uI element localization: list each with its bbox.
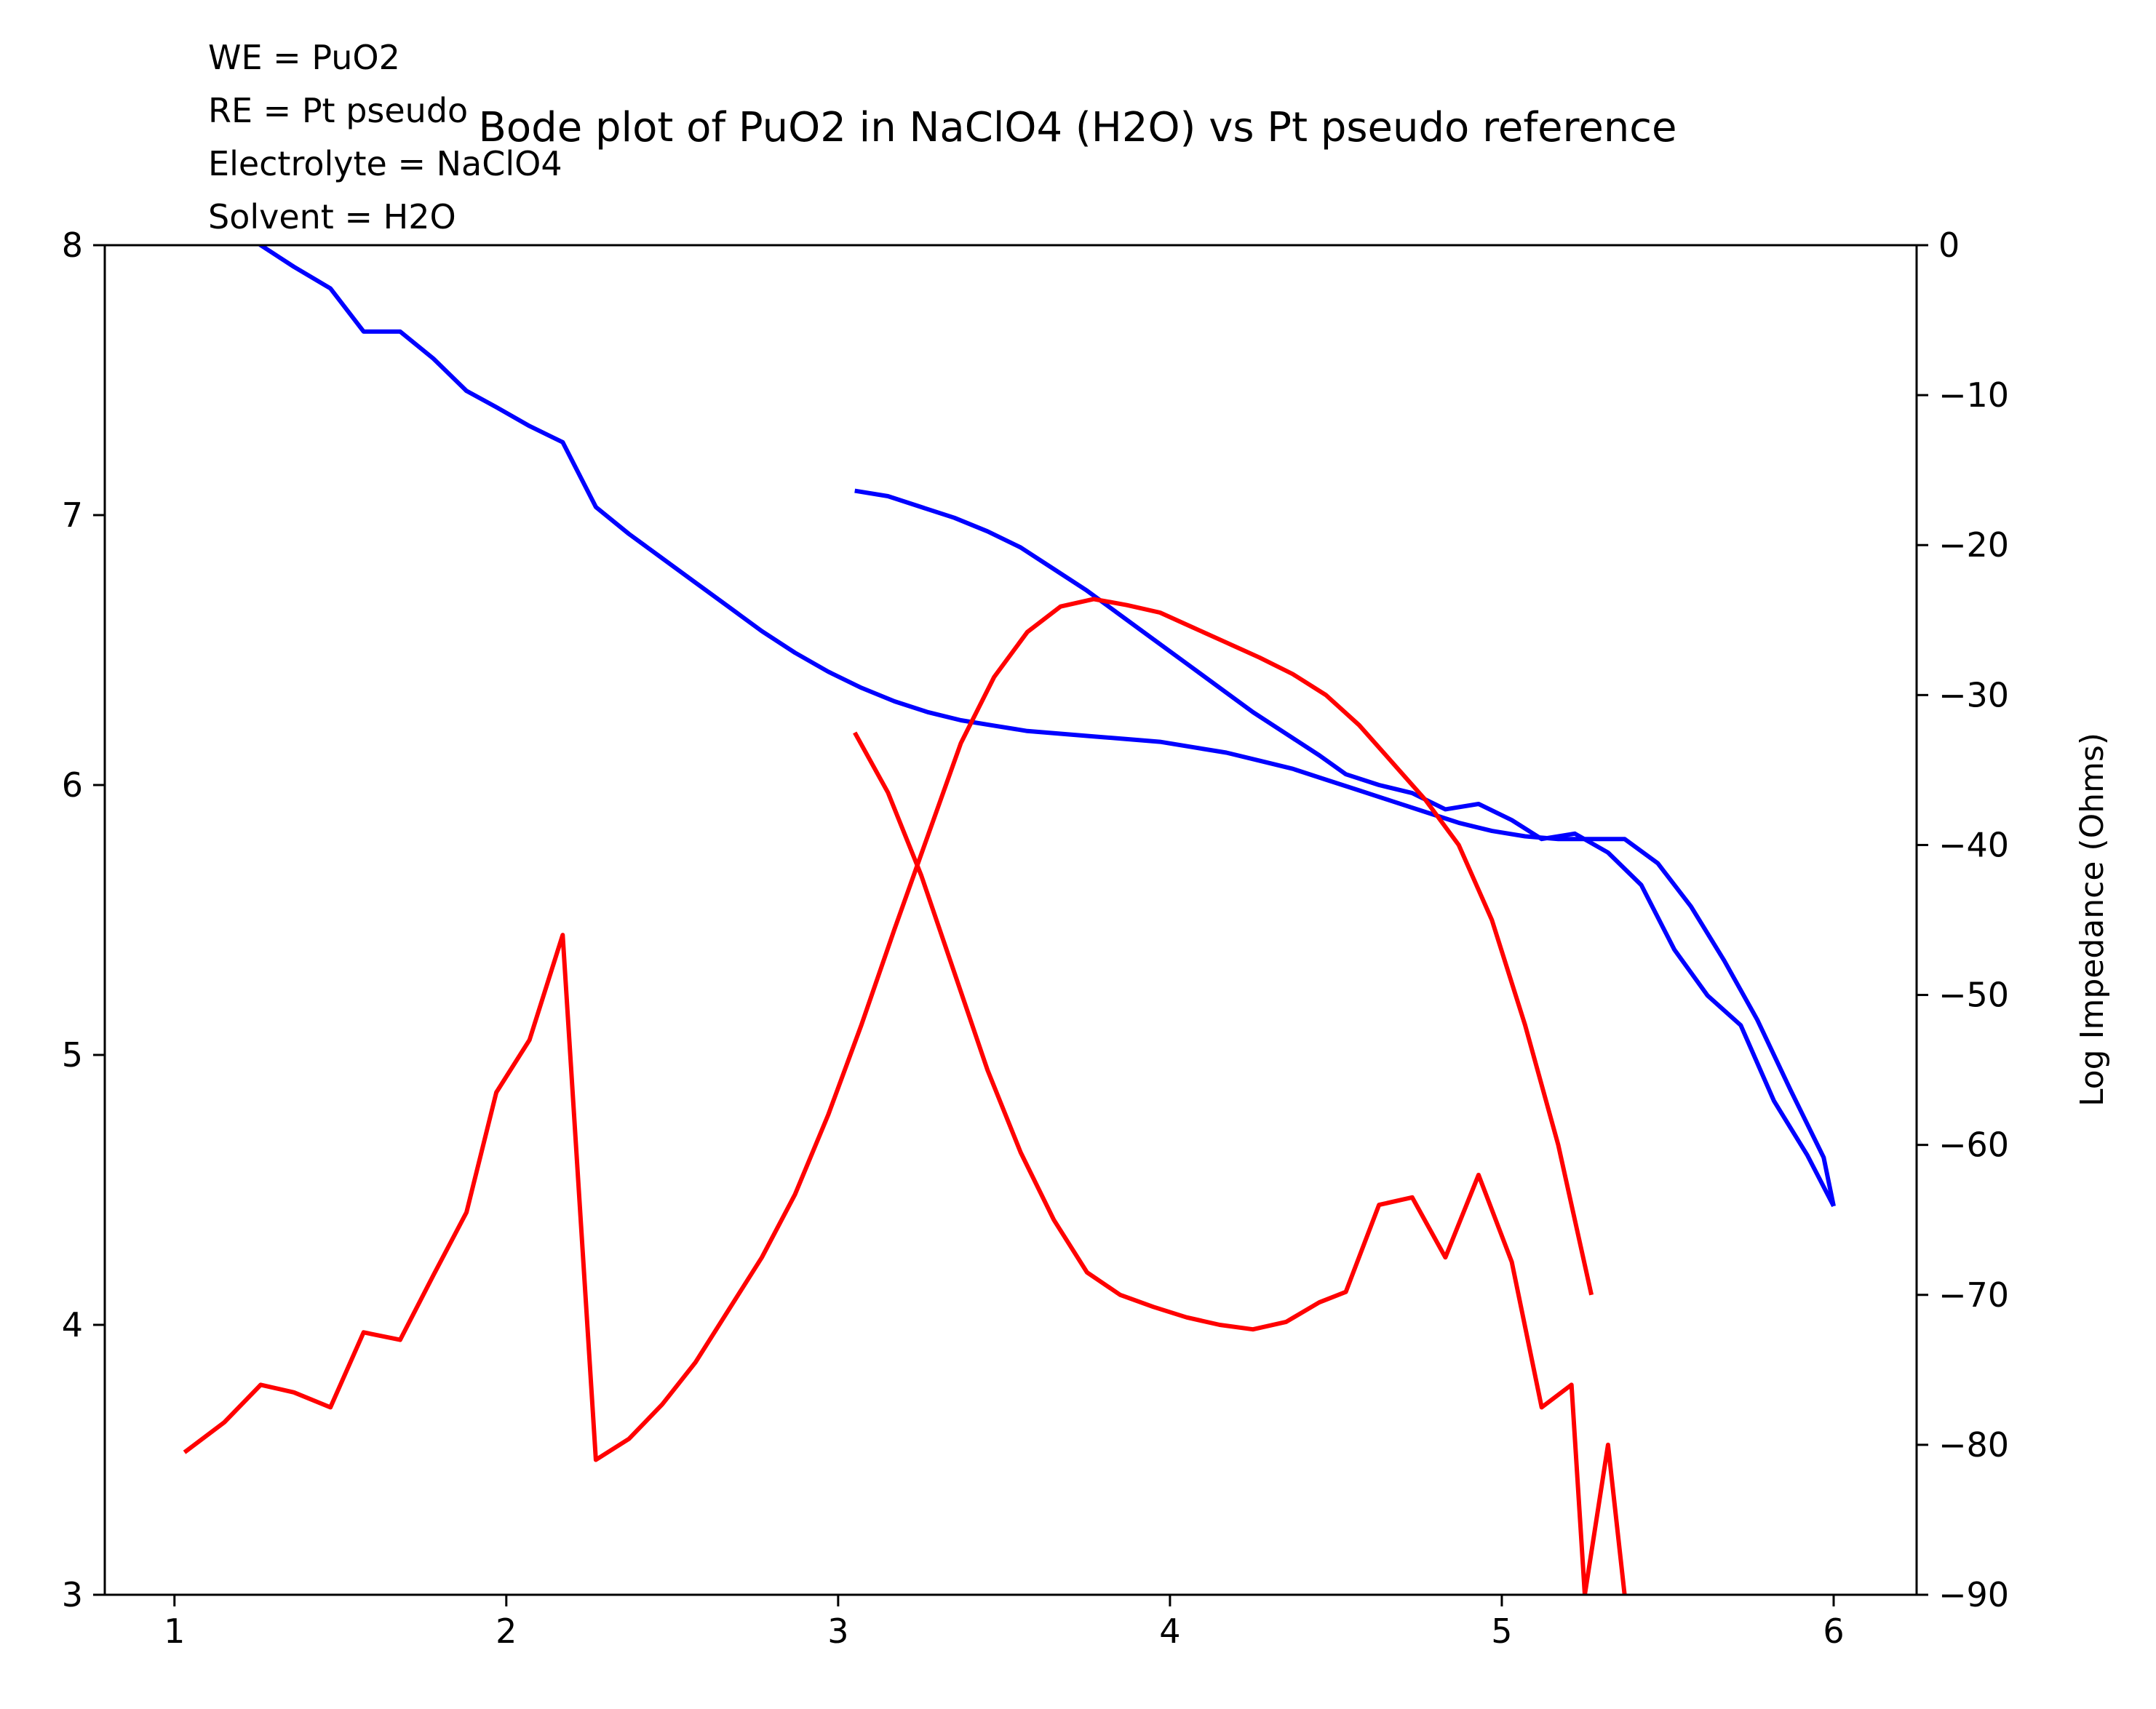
right-y-tick-label-3: −30 [1938,675,2009,714]
series-layer [183,245,1836,1595]
right-y-tick-label-8: −80 [1938,1425,2009,1465]
right-y-tick-label-7: −70 [1938,1275,2009,1315]
x-tick-label-2: 3 [827,1612,848,1651]
x-tick-label-5: 6 [1823,1612,1844,1651]
left-y-tick-label-2: 5 [62,1035,83,1075]
left-y-tick-label-3: 6 [62,765,83,805]
annotation-electrolyte: Electrolyte = NaClO4 [208,144,562,183]
plot-frame [103,244,1918,1596]
right-y-axis: 0 −10 −20 −30 −40 −50 −60 −70 −80 −90 [1917,226,2009,1614]
annotation-solvent: Solvent = H2O [208,197,456,236]
series-line-2 [854,488,1836,1208]
right-y-tick-label-2: −20 [1938,525,2009,565]
annotation-reference-electrode: RE = Pt pseudo [208,91,468,130]
right-y-tick-label-6: −60 [1938,1126,2009,1165]
left-y-axis: 3 4 5 6 7 8 [62,226,105,1614]
left-y-tick-label-1: 4 [62,1305,83,1345]
right-y-tick-label-4: −40 [1938,825,2009,864]
series-line-4 [853,731,1627,1595]
x-tick-label-3: 4 [1159,1612,1180,1651]
annotation-block: WE = PuO2 RE = Pt pseudo Electrolyte = N… [208,38,562,236]
right-y-tick-label-9: −90 [1938,1575,2009,1614]
left-y-tick-label-5: 8 [62,226,83,265]
right-y-tick-label-0: 0 [1938,226,1960,265]
x-axis: 1 2 3 4 5 6 [164,1595,1845,1651]
x-tick-label-0: 1 [164,1612,185,1651]
annotation-working-electrode: WE = PuO2 [208,38,400,77]
left-y-tick-label-0: 3 [62,1575,83,1614]
x-tick-label-4: 5 [1491,1612,1512,1651]
left-y-tick-label-4: 7 [62,495,83,535]
right-y-tick-label-1: −10 [1938,375,2009,415]
x-tick-label-1: 2 [496,1612,517,1651]
right-y-axis-label: Log Impedance (Ohms) [2074,733,2111,1107]
right-y-tick-label-5: −50 [1938,976,2009,1015]
chart-title: Bode plot of PuO2 in NaClO4 (H2O) vs Pt … [478,104,1676,151]
series-line-3 [183,597,1594,1462]
